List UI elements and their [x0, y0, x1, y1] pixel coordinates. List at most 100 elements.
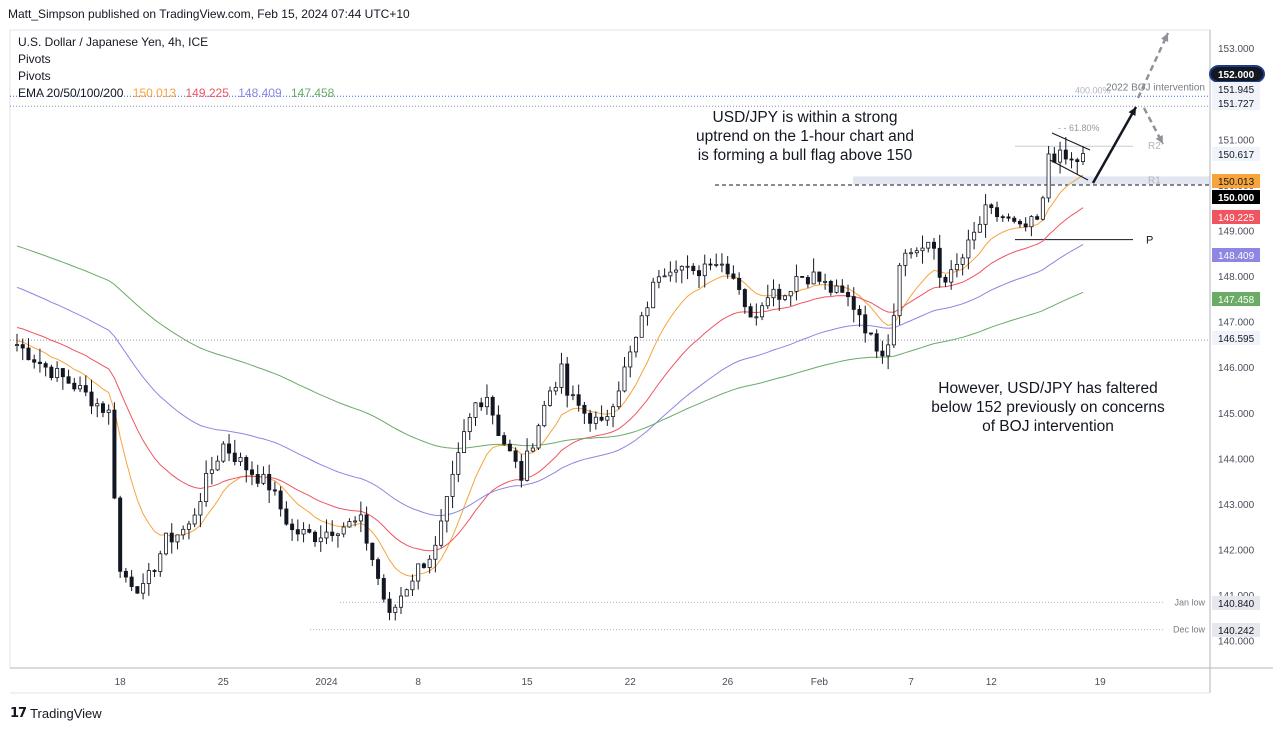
- candle-bull: [181, 528, 186, 536]
- candle-bull: [782, 295, 787, 300]
- candle: [817, 271, 822, 285]
- candle-bear: [582, 404, 587, 414]
- candle: [473, 401, 478, 427]
- candle: [55, 361, 60, 382]
- x-tick-label: 12: [986, 677, 998, 688]
- candle-bull: [903, 252, 908, 266]
- candle: [83, 375, 88, 397]
- price-badge-label: 146.595: [1218, 334, 1255, 345]
- candle: [129, 570, 134, 592]
- candle-bull: [719, 263, 724, 266]
- candle-bull: [95, 403, 100, 407]
- price-badge-label: 147.458: [1218, 295, 1255, 306]
- legend-pivots-2: Pivots: [18, 69, 51, 83]
- candle: [954, 253, 959, 278]
- candle-bear: [588, 412, 593, 424]
- candle: [307, 524, 312, 534]
- candle-bear: [777, 288, 782, 300]
- candle-bull: [886, 344, 891, 357]
- candle: [891, 303, 896, 349]
- candle: [89, 379, 94, 415]
- candle-bull: [920, 247, 925, 252]
- candle: [949, 260, 954, 290]
- candle: [668, 261, 673, 282]
- candle: [542, 400, 547, 428]
- candle: [1017, 219, 1022, 228]
- tradingview-logo-icon: 17: [10, 706, 27, 721]
- price-badge: 152.000: [1209, 65, 1265, 83]
- y-tick-label: 143.000: [1218, 500, 1255, 511]
- candle-bear: [507, 443, 512, 452]
- candle: [398, 587, 403, 614]
- candle-bull: [221, 443, 226, 462]
- candle: [186, 520, 191, 540]
- candle: [582, 401, 587, 424]
- x-tick-label: 7: [908, 677, 914, 688]
- candle: [1012, 215, 1017, 224]
- candle-bear: [995, 207, 1000, 218]
- x-tick-label: 19: [1095, 677, 1107, 688]
- pivot-r2-label: R2: [1148, 141, 1161, 152]
- legend-pivots-1: Pivots: [18, 52, 51, 66]
- candle-bull: [679, 265, 684, 271]
- candle: [548, 386, 553, 407]
- candle: [1081, 146, 1086, 166]
- candle: [416, 563, 421, 590]
- price-badge-label: 140.242: [1218, 626, 1255, 637]
- candle-bull: [158, 553, 163, 572]
- bullish-arrow: [1091, 106, 1138, 184]
- candle-bull: [811, 271, 816, 285]
- candle: [1040, 195, 1045, 221]
- candle: [496, 405, 501, 436]
- candle-bear: [828, 280, 833, 293]
- candle-bull: [966, 239, 971, 259]
- price-badge: 146.595: [1212, 331, 1260, 345]
- target-arrow-down-head: [1155, 135, 1163, 144]
- candle-bull: [611, 406, 616, 417]
- candle-bull: [909, 252, 914, 255]
- candle-bear: [496, 414, 501, 436]
- candle: [146, 562, 151, 596]
- price-badge-bg: [1212, 147, 1260, 161]
- candle: [1058, 141, 1063, 174]
- candle-bull: [410, 580, 415, 591]
- candle-bull: [353, 520, 358, 523]
- candle: [1029, 215, 1034, 237]
- price-badge-bg: [1212, 210, 1260, 224]
- price-badge: 150.000: [1212, 190, 1260, 204]
- candle: [1000, 214, 1005, 222]
- tradingview-footer[interactable]: 17 TradingView: [10, 706, 102, 721]
- candle-bull: [209, 469, 214, 474]
- price-badge-label: 149.225: [1218, 213, 1255, 224]
- candle-bear: [290, 523, 295, 531]
- candle: [714, 253, 719, 268]
- candle-bear: [599, 416, 604, 421]
- candle: [800, 276, 805, 278]
- candle: [221, 441, 226, 463]
- candle: [462, 419, 467, 454]
- candle: [662, 268, 667, 278]
- x-tick-label: 8: [415, 677, 421, 688]
- candle: [204, 460, 209, 507]
- price-badge: 147.458: [1212, 292, 1260, 306]
- candle: [410, 574, 415, 597]
- candle: [284, 501, 289, 526]
- candle: [381, 574, 386, 603]
- candle: [851, 287, 856, 323]
- candle: [227, 434, 232, 462]
- candle: [966, 229, 971, 270]
- candle: [433, 536, 438, 573]
- candle: [238, 452, 243, 467]
- candle: [960, 253, 965, 276]
- candle: [702, 254, 707, 288]
- candle: [364, 506, 369, 551]
- candle: [565, 356, 570, 408]
- candle-bear: [565, 363, 570, 396]
- candle-bear: [937, 247, 942, 278]
- candle-bull: [628, 351, 633, 368]
- candle-bear: [1023, 223, 1028, 228]
- candle-bull: [622, 366, 627, 392]
- candle: [811, 258, 816, 285]
- candle-bull: [714, 264, 719, 266]
